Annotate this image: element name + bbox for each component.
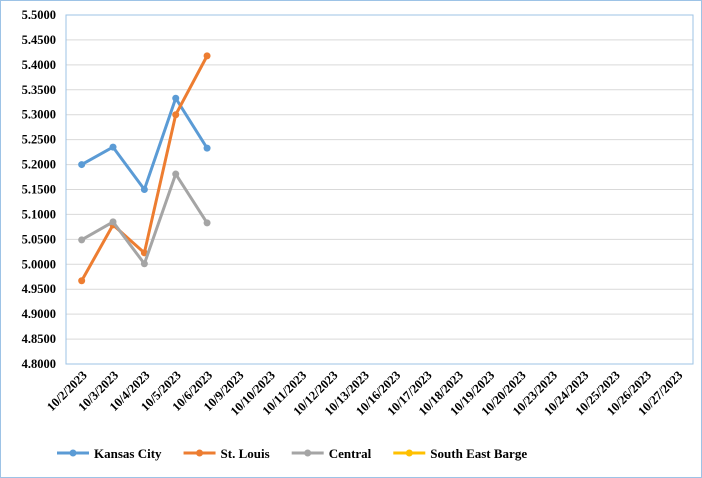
data-point [203, 219, 211, 227]
y-tick-label: 5.3500 [22, 83, 56, 97]
y-tick-label: 4.8500 [22, 332, 56, 346]
legend-marker [69, 449, 77, 457]
y-tick-label: 5.2000 [22, 158, 56, 172]
y-tick-label: 5.2500 [22, 133, 56, 147]
y-tick-label: 5.0000 [22, 257, 56, 271]
legend-marker [304, 449, 312, 457]
y-tick-label: 5.1500 [22, 183, 56, 197]
data-point [78, 236, 86, 244]
y-tick-label: 5.4500 [22, 33, 56, 47]
y-tick-label: 5.5000 [22, 8, 56, 22]
data-point [140, 186, 148, 193]
y-tick-label: 5.1000 [22, 207, 56, 221]
y-tick-label: 5.3000 [22, 108, 56, 122]
plot-frame [65, 14, 694, 365]
y-tick-label: 5.4000 [22, 58, 56, 72]
legend-label: Kansas City [94, 446, 162, 461]
legend-label: Central [329, 446, 372, 461]
data-point [109, 218, 117, 226]
data-point [203, 52, 211, 60]
legend-marker [405, 449, 413, 457]
legend-label: South East Barge [430, 446, 527, 461]
legend-marker [196, 449, 204, 457]
data-point [78, 161, 86, 169]
data-point [172, 94, 180, 102]
data-point [172, 170, 180, 178]
data-point [140, 260, 148, 268]
y-tick-label: 4.9000 [22, 307, 56, 321]
data-point [109, 143, 117, 151]
data-point [203, 144, 211, 152]
y-tick-label: 4.8000 [22, 357, 56, 371]
y-tick-label: 5.0500 [22, 232, 56, 246]
y-tick-label: 4.9500 [22, 282, 56, 296]
legend: Kansas City St. Louis Central South East Ba… [57, 446, 527, 461]
data-point [78, 277, 86, 285]
data-point [172, 111, 180, 119]
legend-label: St. Louis [221, 446, 270, 461]
